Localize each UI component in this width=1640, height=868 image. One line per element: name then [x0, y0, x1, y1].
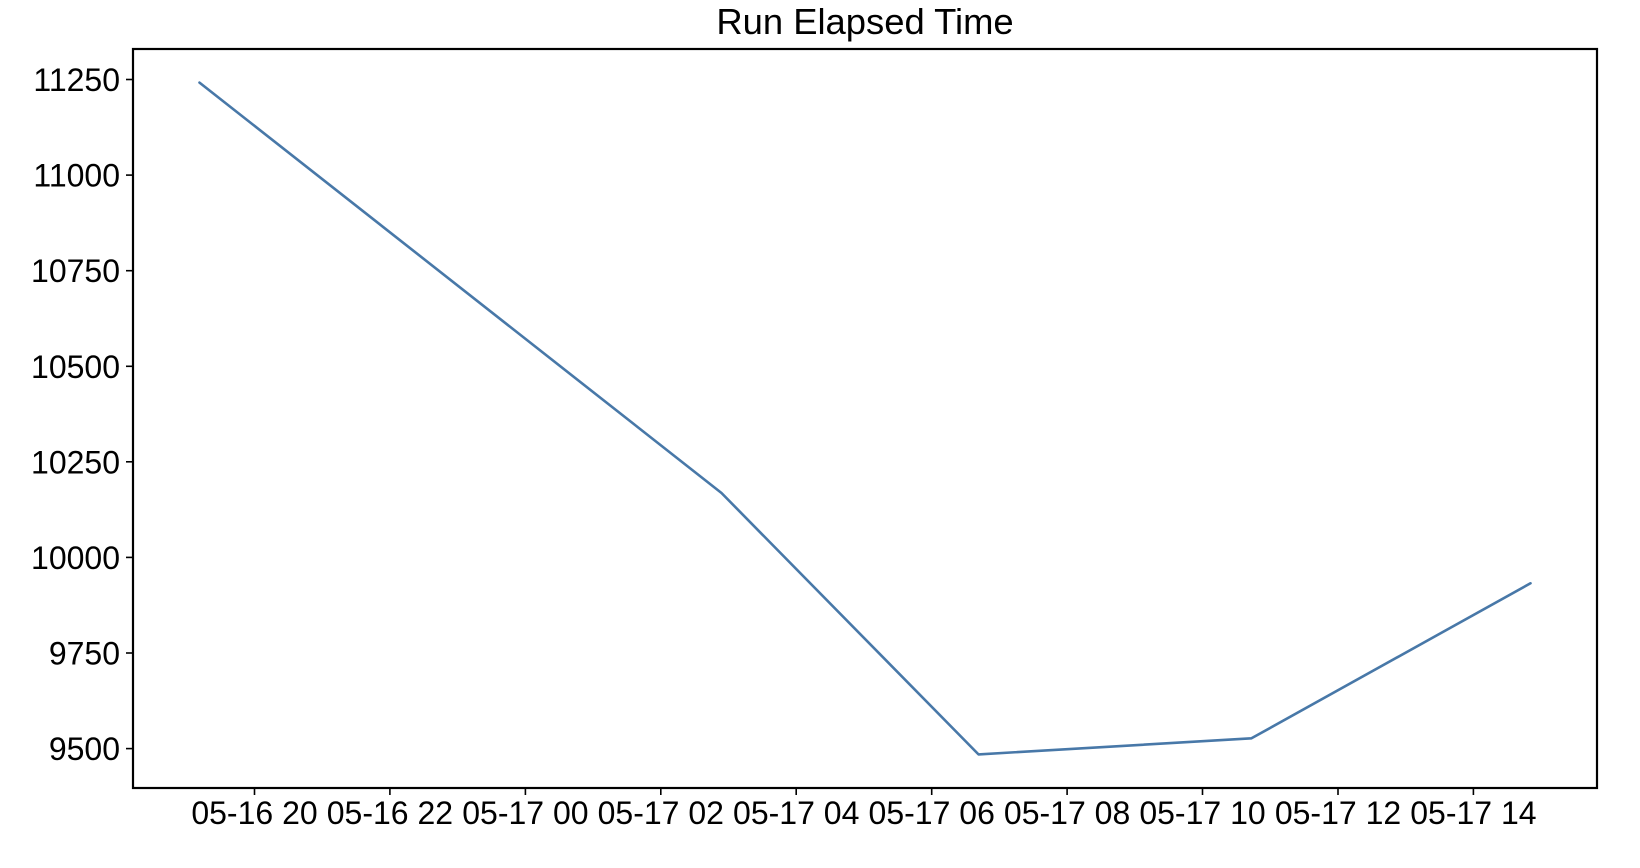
- svg-text:05-16 22: 05-16 22: [327, 795, 453, 831]
- svg-text:11000: 11000: [33, 158, 120, 194]
- svg-text:11250: 11250: [33, 62, 120, 98]
- svg-text:05-17 02: 05-17 02: [598, 795, 724, 831]
- svg-text:05-17 06: 05-17 06: [869, 795, 995, 831]
- svg-text:05-17 12: 05-17 12: [1275, 795, 1401, 831]
- svg-text:10750: 10750: [31, 253, 120, 289]
- svg-text:05-17 14: 05-17 14: [1410, 795, 1536, 831]
- svg-text:10000: 10000: [31, 540, 120, 576]
- svg-text:05-17 04: 05-17 04: [733, 795, 859, 831]
- svg-text:Run Elapsed Time: Run Elapsed Time: [716, 1, 1013, 42]
- svg-text:9750: 9750: [49, 636, 120, 672]
- svg-text:05-16 20: 05-16 20: [191, 795, 317, 831]
- svg-text:05-17 10: 05-17 10: [1139, 795, 1265, 831]
- svg-text:05-17 00: 05-17 00: [462, 795, 588, 831]
- svg-text:10500: 10500: [31, 349, 120, 385]
- svg-text:10250: 10250: [31, 444, 120, 480]
- svg-text:9500: 9500: [49, 731, 120, 767]
- svg-text:05-17 08: 05-17 08: [1004, 795, 1130, 831]
